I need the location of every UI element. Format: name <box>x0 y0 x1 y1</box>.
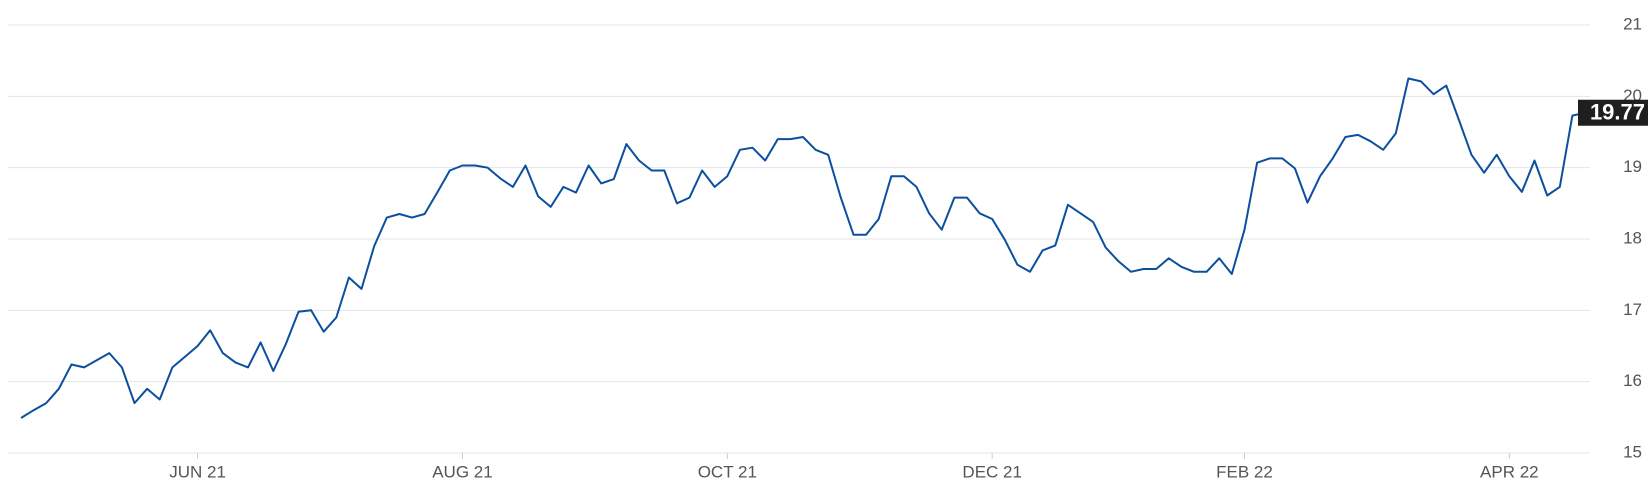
x-tick-label: OCT 21 <box>698 462 757 481</box>
y-tick-label: 16 <box>1623 371 1642 390</box>
price-line <box>20 77 1586 419</box>
y-tick-label: 21 <box>1623 14 1642 33</box>
last-price-text: 19.77 <box>1590 100 1645 125</box>
y-tick-label: 19 <box>1623 157 1642 176</box>
last-price-box <box>1578 99 1648 126</box>
x-tick-label: FEB 22 <box>1216 462 1273 481</box>
y-tick-label: 15 <box>1623 442 1642 461</box>
x-tick-label: AUG 21 <box>432 462 492 481</box>
y-tick-label: 17 <box>1623 300 1642 319</box>
last-price-label: 19.77 <box>1578 100 1648 126</box>
x-tick-label: DEC 21 <box>962 462 1022 481</box>
y-tick-label: 18 <box>1623 228 1642 247</box>
x-tick-label: APR 22 <box>1480 462 1539 481</box>
x-tick-label: JUN 21 <box>169 462 226 481</box>
